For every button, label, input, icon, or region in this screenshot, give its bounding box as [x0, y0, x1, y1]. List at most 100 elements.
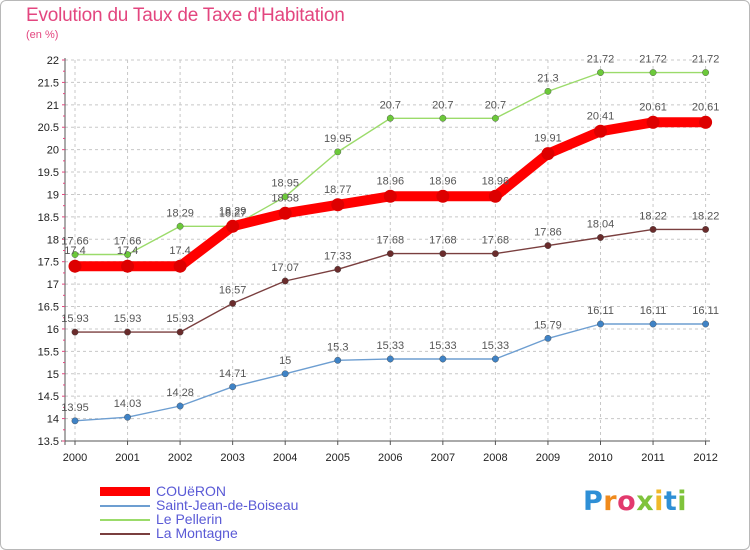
data-label: 17.07 — [271, 262, 299, 274]
logo-letter: t — [663, 486, 678, 517]
x-tick-label: 2006 — [378, 452, 402, 464]
data-label: 18.27 — [219, 207, 247, 219]
y-tick-label: 21.5 — [38, 77, 59, 89]
data-label: 17.68 — [429, 235, 457, 247]
y-tick-label: 15.5 — [38, 346, 59, 358]
data-point — [281, 193, 289, 201]
data-point — [439, 250, 447, 258]
data-point — [436, 189, 450, 203]
data-point — [281, 277, 289, 285]
data-point — [383, 189, 397, 203]
data-point — [176, 328, 184, 336]
data-point — [491, 114, 499, 122]
x-tick-label: 2008 — [483, 452, 507, 464]
series-saint-jean-de-boiseau: 13.95 14.03 14.28 14.71 15 15.3 15.33 15.33 15.3… — [61, 305, 719, 425]
data-point — [386, 355, 394, 363]
chart-unit-label: (en %) — [26, 29, 59, 41]
data-label: 17.68 — [482, 235, 510, 247]
x-tick-label: 2004 — [273, 452, 297, 464]
data-point — [594, 124, 607, 138]
data-label: 15.33 — [429, 340, 457, 352]
legend-swatch-coueron — [100, 487, 150, 496]
data-point — [544, 334, 552, 342]
data-point — [334, 356, 342, 364]
data-label: 17.4 — [64, 245, 85, 257]
data-point — [646, 115, 660, 129]
series-cou-ron: 17.4 17.4 17.4 18.29 18.58 18.77 18.96 18.96 18.… — [64, 101, 719, 273]
chart-title: Evolution du Taux de Taxe d'Habitation — [26, 5, 345, 26]
logo-letter: i — [677, 486, 688, 517]
data-label: 16.11 — [692, 305, 719, 317]
data-label: 18.22 — [692, 210, 720, 222]
y-tick-label: 18.5 — [38, 212, 59, 224]
data-label: 18.04 — [587, 219, 615, 231]
data-label: 18.96 — [377, 175, 405, 187]
data-label: 18.96 — [482, 175, 510, 187]
data-point — [281, 370, 289, 378]
data-label: 21.72 — [587, 54, 615, 66]
data-label: 16.57 — [219, 284, 247, 296]
data-point — [176, 222, 184, 230]
data-point — [121, 259, 135, 273]
data-label: 16.11 — [587, 305, 614, 317]
data-label: 15.93 — [166, 313, 194, 325]
data-label: 18.29 — [166, 207, 194, 219]
data-label: 18.22 — [639, 210, 667, 222]
data-label: 17.68 — [377, 235, 405, 247]
data-label: 18.95 — [271, 178, 299, 190]
logo-letter: P — [583, 486, 604, 517]
data-point — [386, 114, 394, 122]
data-label: 15.79 — [534, 319, 562, 331]
x-tick-label: 2002 — [168, 452, 192, 464]
data-label: 17.33 — [324, 250, 352, 262]
data-label: 20.7 — [380, 99, 401, 111]
data-label: 14.71 — [219, 368, 247, 380]
data-point — [597, 320, 604, 328]
y-tick-label: 19 — [47, 189, 59, 201]
x-tick-label: 2011 — [641, 452, 665, 464]
legend-label-saint-jean-de-boiseau: Saint-Jean-de-Boiseau — [156, 497, 299, 513]
legend-label-le-pellerin: Le Pellerin — [156, 511, 223, 527]
data-point — [229, 299, 237, 307]
y-tick-label: 21 — [47, 100, 59, 112]
data-label: 20.7 — [432, 99, 453, 111]
data-label: 17.66 — [61, 236, 89, 248]
data-point — [71, 251, 79, 258]
data-point — [544, 87, 552, 95]
x-tick-label: 2012 — [693, 452, 717, 464]
data-point — [491, 355, 499, 363]
data-point — [488, 189, 502, 203]
data-point — [439, 114, 447, 122]
data-label: 15.93 — [114, 313, 142, 325]
data-point — [702, 226, 709, 233]
y-tick-label: 14.5 — [38, 391, 59, 403]
data-point — [278, 206, 292, 220]
legend-swatch-le-pellerin — [100, 519, 150, 521]
data-point — [71, 417, 79, 425]
data-label: 19.91 — [534, 133, 562, 145]
x-tick-label: 2007 — [431, 452, 455, 464]
logo-letter: r — [603, 486, 618, 517]
data-point — [226, 219, 240, 233]
x-tick-label: 2003 — [220, 452, 244, 464]
data-label: 15.33 — [377, 340, 405, 352]
logo-letter: o — [617, 486, 637, 517]
data-label: 13.95 — [61, 402, 89, 414]
legend-swatch-saint-jean-de-boiseau — [100, 505, 150, 507]
data-point — [334, 265, 342, 273]
data-point — [439, 355, 447, 363]
y-tick-label: 17 — [47, 279, 59, 291]
data-label: 20.41 — [587, 110, 615, 122]
y-tick-label: 19.5 — [38, 167, 59, 179]
data-point — [597, 69, 604, 76]
data-label: 18.58 — [271, 192, 299, 204]
data-point — [173, 259, 187, 273]
data-label: 17.4 — [169, 245, 190, 257]
data-point — [334, 148, 342, 156]
data-point — [491, 250, 499, 258]
x-tick-label: 2009 — [536, 452, 560, 464]
data-label: 18.29 — [219, 205, 247, 217]
y-tick-label: 16 — [47, 324, 59, 336]
x-tick-label: 2001 — [115, 452, 139, 464]
